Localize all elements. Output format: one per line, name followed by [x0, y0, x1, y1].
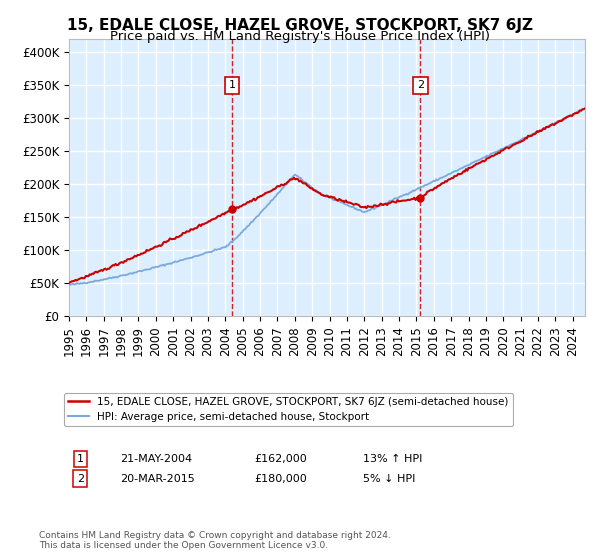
- Text: £162,000: £162,000: [255, 454, 308, 464]
- Text: 13% ↑ HPI: 13% ↑ HPI: [363, 454, 422, 464]
- Text: 1: 1: [77, 454, 84, 464]
- Text: 15, EDALE CLOSE, HAZEL GROVE, STOCKPORT, SK7 6JZ: 15, EDALE CLOSE, HAZEL GROVE, STOCKPORT,…: [67, 18, 533, 33]
- Text: 2: 2: [77, 474, 84, 484]
- Text: 2: 2: [417, 81, 424, 90]
- Text: 21-MAY-2004: 21-MAY-2004: [121, 454, 193, 464]
- Text: 1: 1: [229, 81, 236, 90]
- Text: Price paid vs. HM Land Registry's House Price Index (HPI): Price paid vs. HM Land Registry's House …: [110, 30, 490, 43]
- Legend: 15, EDALE CLOSE, HAZEL GROVE, STOCKPORT, SK7 6JZ (semi-detached house), HPI: Ave: 15, EDALE CLOSE, HAZEL GROVE, STOCKPORT,…: [64, 393, 513, 426]
- Text: 5% ↓ HPI: 5% ↓ HPI: [363, 474, 415, 484]
- Text: £180,000: £180,000: [255, 474, 308, 484]
- Text: 20-MAR-2015: 20-MAR-2015: [121, 474, 196, 484]
- Text: Contains HM Land Registry data © Crown copyright and database right 2024.
This d: Contains HM Land Registry data © Crown c…: [39, 530, 391, 550]
